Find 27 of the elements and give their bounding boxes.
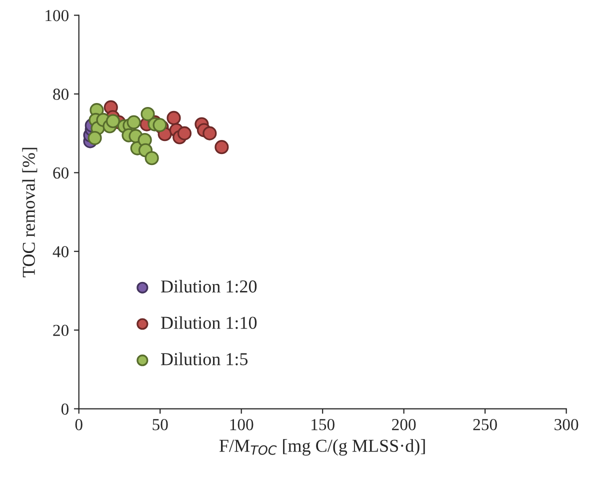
y-axis-title: TOC removal [%]: [22, 148, 38, 278]
x-tick-label: 250: [473, 418, 497, 430]
x-axis-title: F/M$_{TOC}$ [mg C/(g MLSS·d)]: [219, 439, 425, 456]
y-tick-label: 0: [61, 403, 69, 415]
y-tick-label: 100: [46, 10, 69, 22]
point: [214, 140, 229, 154]
y-tick-label: 60: [53, 167, 69, 179]
x-tick-label: 150: [312, 418, 334, 430]
legend-label: Dilution 1:10: [160, 316, 257, 329]
x-tick-label: 50: [152, 418, 168, 430]
point: [144, 151, 159, 166]
x-tick-label: 300: [554, 418, 578, 430]
point: [177, 126, 192, 140]
x-tick-label: 0: [75, 418, 82, 430]
point: [88, 130, 102, 146]
y-tick-label: 40: [52, 246, 69, 258]
legend-label: Dilution 1:20: [160, 280, 257, 293]
legend-label: Dilution 1:5: [160, 352, 248, 366]
point: [166, 110, 181, 126]
y-tick-label: 20: [53, 324, 69, 336]
y-tick-label: 80: [53, 88, 69, 100]
point: [202, 126, 217, 140]
point: [126, 115, 141, 130]
point: [140, 106, 155, 122]
x-tick-label: 200: [392, 418, 416, 430]
point: [106, 114, 120, 128]
x-tick-label: 100: [230, 418, 254, 430]
